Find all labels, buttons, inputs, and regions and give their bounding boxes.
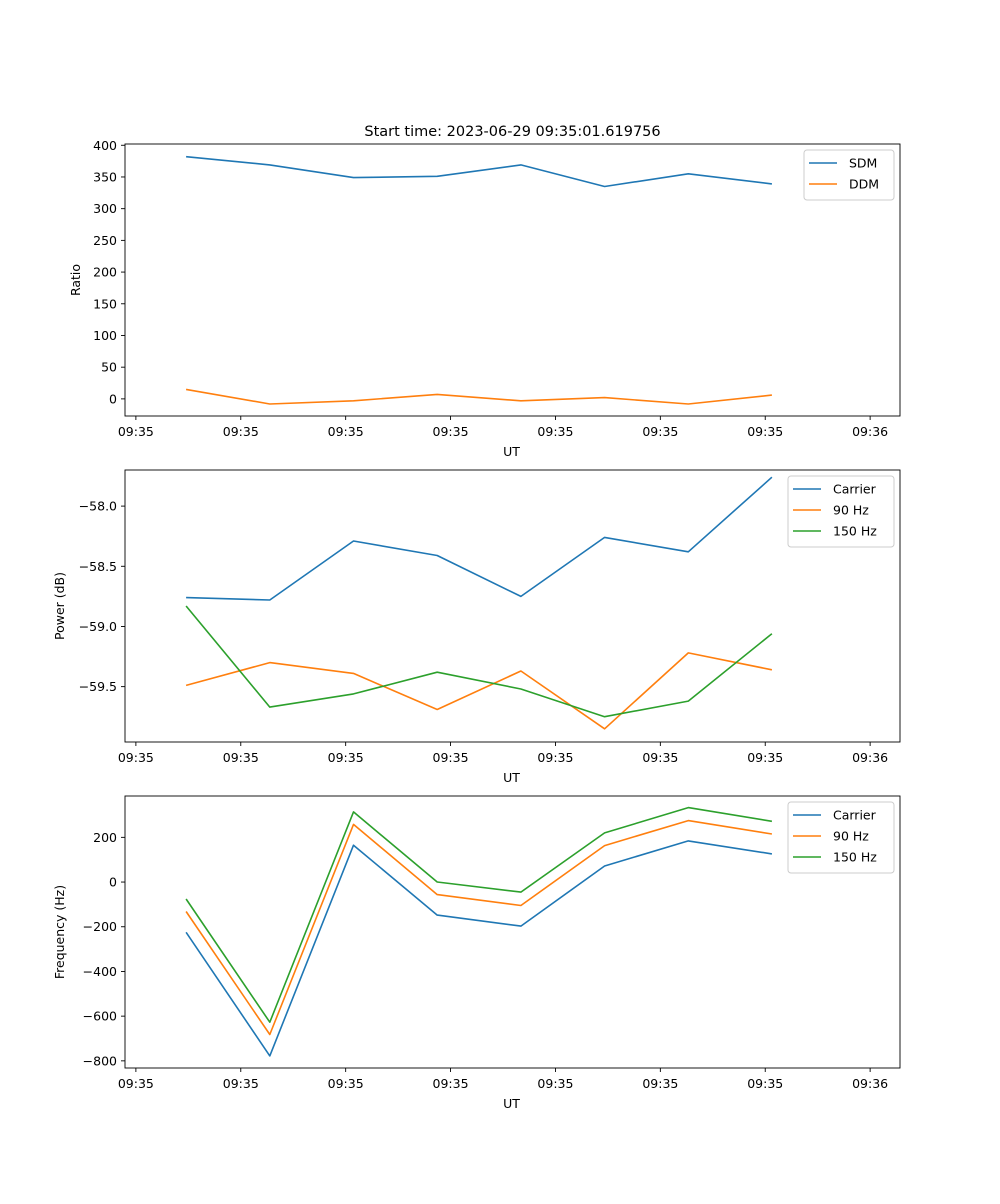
series-line-150-hz bbox=[185, 806, 773, 1024]
axes-frame bbox=[124, 795, 901, 1069]
x-tick-label: 09:35 bbox=[642, 750, 678, 765]
series-line-ddm bbox=[185, 388, 772, 405]
x-axis-label: UT bbox=[503, 770, 520, 785]
y-axis-label: Power (dB) bbox=[52, 572, 67, 640]
axes-frame bbox=[124, 469, 901, 743]
x-tick-label: 09:35 bbox=[433, 424, 469, 439]
x-tick-label: 09:35 bbox=[537, 424, 573, 439]
series-line-150-hz bbox=[185, 605, 773, 718]
x-tick-label: 09:35 bbox=[118, 424, 154, 439]
y-tick-label: −58.0 bbox=[79, 499, 117, 514]
x-tick-label: 09:36 bbox=[852, 750, 888, 765]
legend-box bbox=[787, 801, 895, 874]
y-tick-label: 250 bbox=[93, 233, 117, 248]
legend-label: 90 Hz bbox=[833, 829, 869, 844]
chart-title: Start time: 2023-06-29 09:35:01.619756 bbox=[364, 124, 660, 140]
x-tick-label: 09:35 bbox=[642, 1076, 678, 1091]
legend-label: Carrier bbox=[833, 482, 877, 497]
legend-box bbox=[787, 475, 895, 548]
y-tick-label: 50 bbox=[101, 360, 117, 375]
x-tick-label: 09:35 bbox=[747, 424, 783, 439]
legend-label: 150 Hz bbox=[833, 850, 877, 865]
legend: Carrier 90 Hz 150 Hz bbox=[787, 801, 895, 874]
series-line-sdm bbox=[186, 155, 772, 188]
x-tick-label: 09:35 bbox=[118, 750, 154, 765]
y-axis-label: Frequency (Hz) bbox=[52, 885, 67, 979]
y-tick-label: 300 bbox=[93, 201, 117, 216]
series-line-carrier bbox=[186, 476, 773, 601]
x-tick-label: 09:35 bbox=[223, 1076, 259, 1091]
x-tick-label: 09:35 bbox=[747, 750, 783, 765]
x-tick-label: 09:35 bbox=[642, 424, 678, 439]
x-tick-label: 09:36 bbox=[852, 1076, 888, 1091]
x-tick-label: 09:35 bbox=[328, 1076, 364, 1091]
x-tick-label: 09:35 bbox=[537, 1076, 573, 1091]
x-tick-label: 09:35 bbox=[328, 424, 364, 439]
y-tick-label: 0 bbox=[109, 391, 117, 406]
series-line-carrier bbox=[185, 840, 773, 1057]
x-axis-label: UT bbox=[503, 1096, 520, 1111]
chart-panel-2: 09:35 09:35 09:35 09:35 09:35 09:35 09:35 09:36… bbox=[52, 469, 901, 785]
legend: SDM DDM bbox=[803, 149, 895, 201]
legend-label: SDM bbox=[849, 156, 877, 171]
x-tick-label: 09:35 bbox=[328, 750, 364, 765]
legend: Carrier 90 Hz 150 Hz bbox=[787, 475, 895, 548]
x-tick-label: 09:35 bbox=[537, 750, 573, 765]
y-tick-label: 0 bbox=[109, 875, 117, 890]
y-tick-label: 100 bbox=[93, 328, 117, 343]
y-tick-label: 400 bbox=[93, 138, 117, 153]
y-tick-label: 200 bbox=[93, 265, 117, 280]
x-tick-label: 09:35 bbox=[223, 424, 259, 439]
y-tick-label: −59.0 bbox=[79, 619, 117, 634]
x-tick-label: 09:35 bbox=[433, 1076, 469, 1091]
chart-panel-3: 09:35 09:35 09:35 09:35 09:35 09:35 09:35 09:36… bbox=[52, 795, 901, 1111]
legend-label: DDM bbox=[849, 177, 879, 192]
legend-label: 90 Hz bbox=[833, 503, 869, 518]
y-tick-label: −400 bbox=[83, 964, 117, 979]
legend-label: 150 Hz bbox=[833, 524, 877, 539]
y-tick-label: 200 bbox=[93, 830, 117, 845]
legend-label: Carrier bbox=[833, 808, 877, 823]
chart-panel-1: 09:35 09:35 09:35 09:35 09:35 09:35 09:35 09:36… bbox=[68, 138, 901, 459]
x-tick-label: 09:35 bbox=[118, 1076, 154, 1091]
series-line-90-hz bbox=[185, 819, 773, 1036]
y-tick-label: 350 bbox=[93, 169, 117, 184]
y-axis-label: Ratio bbox=[68, 264, 83, 296]
y-tick-label: −800 bbox=[83, 1053, 117, 1068]
series-line-90-hz bbox=[185, 652, 773, 730]
y-tick-label: −58.5 bbox=[79, 559, 117, 574]
y-tick-label: −600 bbox=[83, 1009, 117, 1024]
y-tick-label: 150 bbox=[93, 296, 117, 311]
x-tick-label: 09:35 bbox=[433, 750, 469, 765]
x-axis-label: UT bbox=[503, 444, 520, 459]
x-tick-label: 09:35 bbox=[747, 1076, 783, 1091]
x-tick-label: 09:35 bbox=[223, 750, 259, 765]
y-tick-label: −59.5 bbox=[79, 679, 117, 694]
x-tick-label: 09:36 bbox=[852, 424, 888, 439]
y-tick-label: −200 bbox=[83, 919, 117, 934]
axes-frame bbox=[124, 143, 901, 417]
